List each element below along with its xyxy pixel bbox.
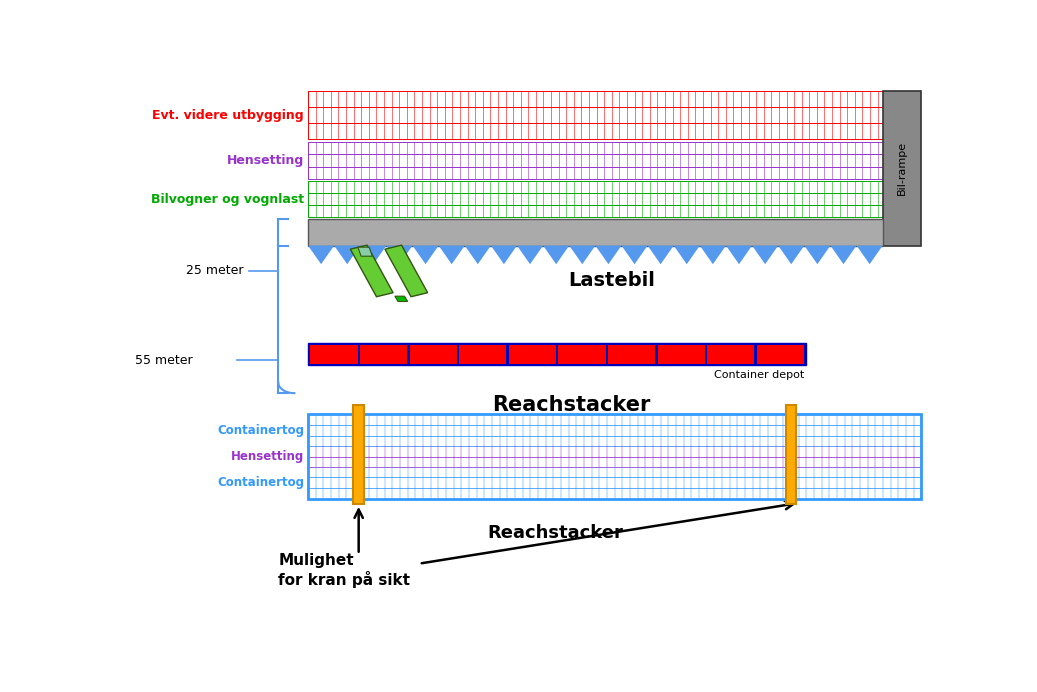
Bar bbox=[308, 425, 921, 436]
Bar bbox=[360, 345, 408, 364]
Text: Lastebil: Lastebil bbox=[568, 271, 655, 290]
Polygon shape bbox=[308, 246, 334, 264]
Bar bbox=[354, 406, 364, 504]
Polygon shape bbox=[543, 246, 569, 264]
Bar bbox=[308, 457, 921, 466]
Polygon shape bbox=[805, 246, 831, 264]
Bar bbox=[308, 466, 921, 477]
Text: Mulighet
for kran på sikt: Mulighet for kran på sikt bbox=[278, 553, 411, 588]
Bar bbox=[558, 345, 606, 364]
Polygon shape bbox=[351, 245, 393, 297]
Bar bbox=[308, 446, 921, 457]
Polygon shape bbox=[465, 246, 491, 264]
Bar bbox=[757, 345, 804, 364]
Bar bbox=[308, 142, 916, 154]
Polygon shape bbox=[778, 246, 805, 264]
Polygon shape bbox=[621, 246, 647, 264]
Polygon shape bbox=[674, 246, 700, 264]
Bar bbox=[308, 154, 916, 167]
Polygon shape bbox=[491, 246, 517, 264]
Bar bbox=[308, 167, 916, 179]
Bar bbox=[308, 123, 916, 139]
Bar bbox=[308, 415, 921, 499]
Text: Bil-rampe: Bil-rampe bbox=[897, 141, 907, 195]
Text: Hensetting: Hensetting bbox=[231, 450, 304, 463]
Bar bbox=[308, 107, 916, 123]
Bar bbox=[308, 219, 882, 246]
Text: Bilvogner og vognlast: Bilvogner og vognlast bbox=[151, 192, 304, 206]
Polygon shape bbox=[752, 246, 778, 264]
Polygon shape bbox=[726, 246, 752, 264]
Bar bbox=[657, 345, 705, 364]
Text: Evt. videre utbygging: Evt. videre utbygging bbox=[152, 109, 304, 122]
Bar bbox=[308, 193, 916, 206]
Text: 55 meter: 55 meter bbox=[135, 354, 193, 367]
Text: Reachstacker: Reachstacker bbox=[487, 525, 623, 543]
Polygon shape bbox=[385, 245, 427, 297]
Bar bbox=[308, 436, 921, 446]
Text: 25 meter: 25 meter bbox=[186, 264, 244, 277]
Polygon shape bbox=[395, 296, 408, 302]
Bar bbox=[308, 343, 807, 365]
Polygon shape bbox=[595, 246, 621, 264]
Bar bbox=[707, 345, 754, 364]
Text: Containertog: Containertog bbox=[217, 424, 304, 437]
Polygon shape bbox=[439, 246, 465, 264]
Polygon shape bbox=[569, 246, 595, 264]
Polygon shape bbox=[831, 246, 857, 264]
Bar bbox=[308, 488, 921, 499]
Polygon shape bbox=[358, 247, 372, 256]
Bar bbox=[608, 345, 655, 364]
Polygon shape bbox=[517, 246, 543, 264]
Polygon shape bbox=[700, 246, 726, 264]
Text: Container depot: Container depot bbox=[714, 370, 805, 380]
Polygon shape bbox=[387, 246, 413, 264]
Text: Hensetting: Hensetting bbox=[227, 154, 304, 167]
Polygon shape bbox=[334, 246, 360, 264]
Bar bbox=[308, 91, 916, 107]
Text: Containertog: Containertog bbox=[217, 476, 304, 489]
Bar bbox=[459, 345, 506, 364]
Bar bbox=[882, 91, 921, 246]
Polygon shape bbox=[360, 246, 387, 264]
Bar bbox=[308, 477, 921, 488]
Polygon shape bbox=[647, 246, 674, 264]
Bar bbox=[308, 415, 921, 425]
Bar bbox=[509, 345, 556, 364]
Bar bbox=[410, 345, 457, 364]
Bar bbox=[786, 406, 796, 504]
Bar bbox=[308, 181, 916, 193]
Bar bbox=[308, 206, 916, 217]
Polygon shape bbox=[413, 246, 439, 264]
Polygon shape bbox=[857, 246, 882, 264]
Text: Reachstacker: Reachstacker bbox=[493, 395, 651, 415]
Bar bbox=[310, 345, 358, 364]
